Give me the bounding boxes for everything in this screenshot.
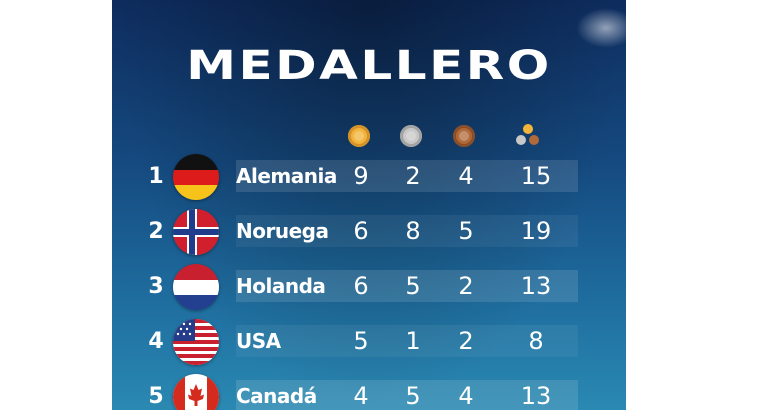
light-glow (576, 8, 626, 48)
table-row: 1 Alemania 9 2 4 15 (112, 154, 626, 204)
medal-table-panel: MEDALLERO 1 Alemania 9 2 4 15 2 (112, 0, 626, 410)
gold-count: 6 (353, 217, 369, 245)
rank: 5 (148, 384, 164, 409)
bronze-count: 4 (458, 162, 474, 190)
table-row: 4 USA 5 1 (112, 319, 626, 369)
bronze-count: 2 (458, 272, 474, 300)
total-count: 13 (520, 272, 552, 300)
bronze-count: 4 (458, 382, 474, 410)
table-row: 2 Noruega 6 8 5 19 (112, 209, 626, 259)
total-count: 15 (520, 162, 552, 190)
rank: 2 (148, 219, 164, 244)
gold-count: 5 (353, 327, 369, 355)
total-count: 19 (520, 217, 552, 245)
gold-medal-icon (345, 122, 373, 150)
gold-count: 4 (353, 382, 369, 410)
total-count: 13 (520, 382, 552, 410)
bronze-count: 2 (458, 327, 474, 355)
table-row: 3 Holanda 6 5 2 13 (112, 264, 626, 314)
silver-count: 8 (405, 217, 421, 245)
rank: 3 (148, 274, 164, 299)
country-name: Holanda (236, 274, 326, 298)
country-name: Alemania (236, 164, 337, 188)
total-count: 8 (528, 327, 544, 355)
gold-count: 9 (353, 162, 369, 190)
silver-count: 5 (405, 272, 421, 300)
silver-count: 1 (405, 327, 421, 355)
rank: 4 (148, 329, 164, 354)
norway-flag-icon (173, 209, 219, 255)
silver-medal-icon (397, 122, 425, 150)
country-name: Canadá (236, 384, 317, 408)
table-row: 5 Canadá 4 5 4 13 (112, 374, 626, 410)
page-title: MEDALLERO (186, 43, 552, 89)
country-name: USA (236, 329, 281, 353)
country-name: Noruega (236, 219, 329, 243)
canada-flag-icon (173, 374, 219, 410)
usa-flag-icon (173, 319, 219, 365)
germany-flag-icon (173, 154, 219, 200)
rank: 1 (148, 164, 164, 189)
silver-count: 5 (405, 382, 421, 410)
bronze-medal-icon (450, 122, 478, 150)
silver-count: 2 (405, 162, 421, 190)
gold-count: 6 (353, 272, 369, 300)
total-medals-icon (514, 122, 542, 150)
netherlands-flag-icon (173, 264, 219, 310)
bronze-count: 5 (458, 217, 474, 245)
